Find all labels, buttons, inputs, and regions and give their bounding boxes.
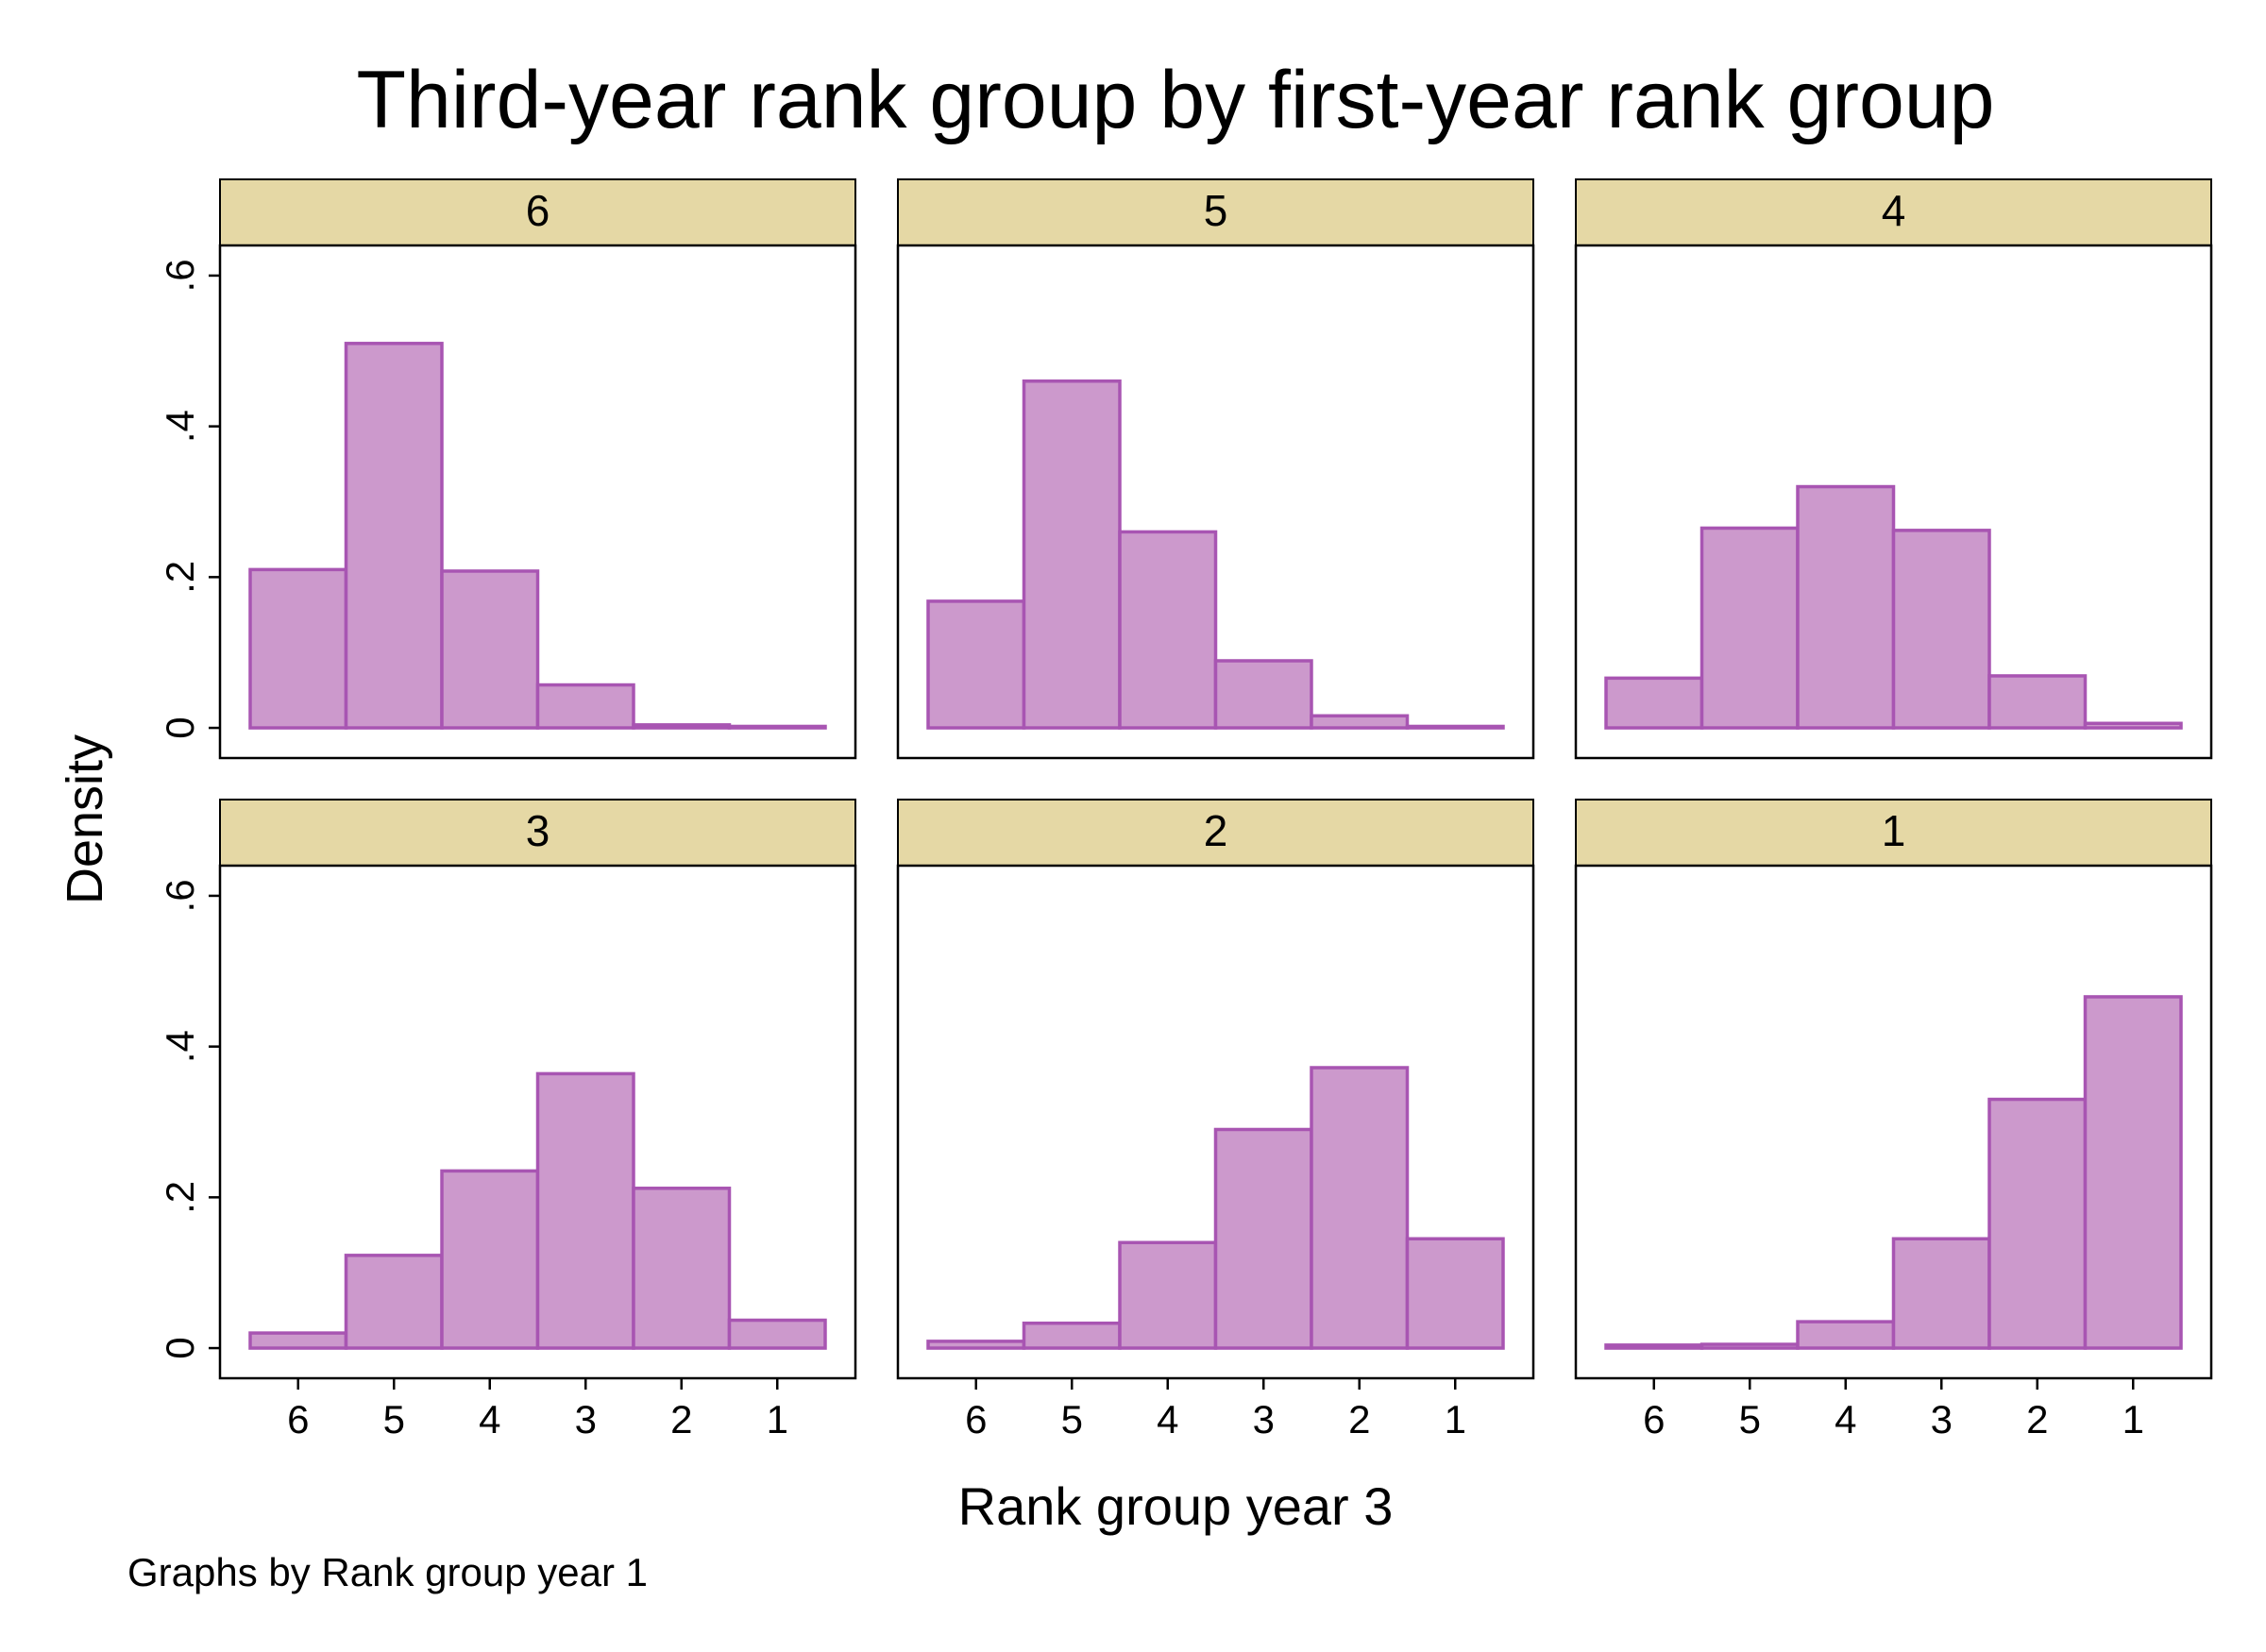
y-tick-label: 0 — [158, 1337, 202, 1358]
panels-group: 6 0 .2 .4 .6 5 4 3 0 .2 .4 .6 6 5 4 3 2 1 2 6 5 4 3 2 1 1 6 5 4 3 2 1 — [158, 178, 2213, 1441]
x-tick-label: 5 — [383, 1397, 405, 1441]
x-tick-label: 3 — [1253, 1397, 1275, 1441]
x-tick-label: 2 — [2026, 1397, 2048, 1441]
histogram-bar — [1604, 676, 1704, 730]
panel-strip-label: 4 — [1882, 186, 1906, 235]
chart-title: Third-year rank group by first-year rank… — [356, 55, 1994, 145]
histogram-bar — [1796, 1320, 1896, 1350]
histogram-bar — [1118, 1240, 1218, 1350]
y-tick-label: .2 — [158, 1181, 202, 1214]
histogram-bar — [1022, 379, 1122, 730]
x-tick-label: 3 — [1931, 1397, 1953, 1441]
histogram-bar — [1987, 674, 2088, 730]
y-tick-label: 0 — [158, 716, 202, 738]
histogram-bar — [1700, 526, 1800, 730]
x-tick-label: 5 — [1739, 1397, 1761, 1441]
panel-strip-label: 6 — [526, 186, 550, 235]
panel-strip — [1575, 799, 2212, 867]
histogram-bar — [727, 724, 827, 730]
histogram-bar — [2083, 995, 2183, 1350]
histogram-bar — [440, 1169, 540, 1350]
histogram-bar — [926, 1340, 1026, 1350]
panel-1: 1 6 5 4 3 2 1 — [1574, 799, 2213, 1441]
panel-strip-label: 1 — [1882, 806, 1906, 855]
x-tick-label: 1 — [1445, 1397, 1466, 1441]
panel-strip — [219, 799, 856, 867]
histogram-bar — [344, 342, 444, 730]
y-tick-label: .2 — [158, 561, 202, 594]
panel-5: 5 — [896, 178, 1535, 760]
x-tick-label: 6 — [965, 1397, 987, 1441]
x-tick-label: 4 — [1157, 1397, 1178, 1441]
y-tick-label: .6 — [158, 879, 202, 912]
panel-strip-label: 3 — [526, 806, 550, 855]
histogram-bar — [440, 569, 540, 730]
panel-strip — [897, 178, 1534, 246]
x-axis-label: Rank group year 3 — [958, 1476, 1394, 1536]
histogram-bar — [1796, 484, 1896, 730]
histogram-bar — [535, 683, 635, 730]
x-tick-label: 1 — [767, 1397, 788, 1441]
histogram-bar — [926, 599, 1026, 730]
panel-strip — [1575, 178, 2212, 246]
x-tick-label: 1 — [2122, 1397, 2144, 1441]
histogram-bar — [1987, 1097, 2088, 1350]
histogram-bar — [1310, 714, 1410, 730]
histogram-bar — [1022, 1321, 1122, 1350]
x-tick-label: 2 — [1348, 1397, 1370, 1441]
x-tick-label: 4 — [1835, 1397, 1856, 1441]
panel-6: 6 0 .2 .4 .6 — [158, 178, 857, 760]
histogram-bar — [1604, 1343, 1704, 1350]
histogram-bar — [248, 567, 348, 730]
panel-strip-label: 2 — [1204, 806, 1228, 855]
histogram-bar — [1405, 724, 1505, 730]
y-tick-label: .4 — [158, 410, 202, 443]
y-axis-label: Density — [57, 734, 113, 904]
histogram-bar — [535, 1071, 635, 1350]
panel-4: 4 — [1574, 178, 2213, 760]
histogram-bar — [1118, 530, 1218, 730]
panel-strip-label: 5 — [1204, 186, 1228, 235]
graphs-by-note: Graphs by Rank group year 1 — [127, 1550, 648, 1594]
histogram-bar — [1700, 1342, 1800, 1350]
histogram-bar — [632, 1187, 732, 1350]
y-tick-label: .6 — [158, 259, 202, 292]
x-tick-label: 3 — [575, 1397, 597, 1441]
histogram-bar — [1891, 1237, 1991, 1350]
x-tick-label: 5 — [1061, 1397, 1083, 1441]
histogram-bar — [1213, 1127, 1313, 1350]
y-tick-label: .4 — [158, 1030, 202, 1063]
histogram-bar — [248, 1331, 348, 1350]
x-tick-label: 2 — [670, 1397, 692, 1441]
panel-3: 3 0 .2 .4 .6 6 5 4 3 2 1 — [158, 799, 857, 1441]
histogram-bar — [727, 1318, 827, 1350]
histogram-bar — [344, 1254, 444, 1350]
histogram-bar — [1213, 659, 1313, 730]
histogram-bar — [1310, 1066, 1410, 1350]
panel-2: 2 6 5 4 3 2 1 — [896, 799, 1535, 1441]
x-tick-label: 6 — [1643, 1397, 1665, 1441]
x-tick-label: 6 — [287, 1397, 309, 1441]
histogram-bar — [1891, 529, 1991, 730]
histogram-bar — [1405, 1237, 1505, 1350]
x-tick-label: 4 — [479, 1397, 500, 1441]
panel-strip — [219, 178, 856, 246]
panel-strip — [897, 799, 1534, 867]
histogram-bar — [632, 723, 732, 730]
histogram-bar — [2083, 721, 2183, 730]
